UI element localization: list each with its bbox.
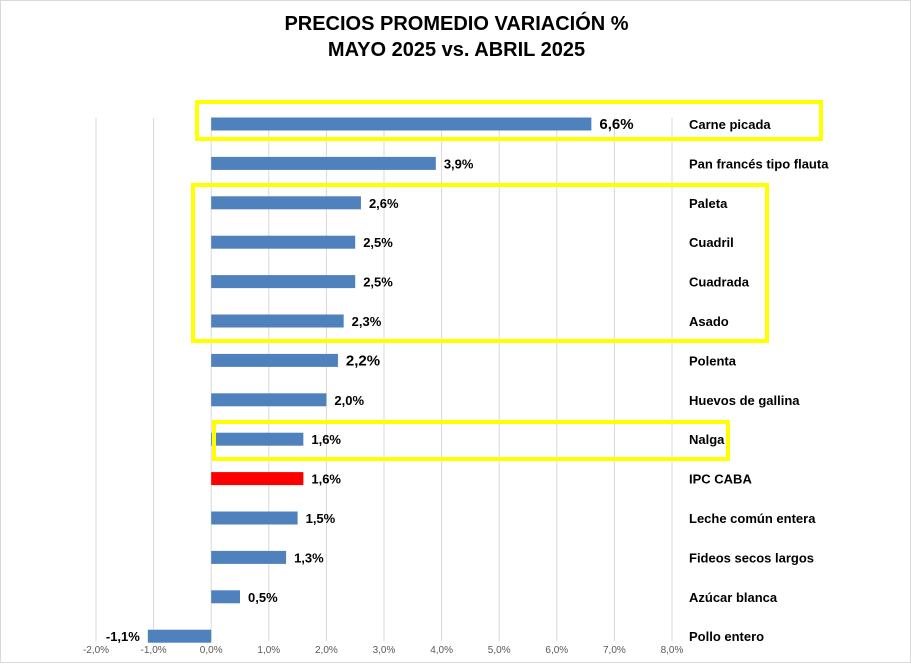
category-label: Leche común entera [689, 511, 816, 526]
data-label: 2,6% [369, 196, 399, 211]
bar [211, 196, 361, 210]
bar [211, 511, 298, 525]
highlight-box [212, 420, 730, 461]
bar [211, 117, 592, 131]
x-tick-label: 0,0% [200, 645, 223, 656]
x-tick-label: 2,0% [315, 645, 338, 656]
x-tick-label: 4,0% [430, 645, 453, 656]
data-label: 0,5% [248, 590, 278, 605]
category-label: Carne picada [689, 117, 771, 132]
x-tick-label: 7,0% [603, 645, 626, 656]
x-tick-label: 8,0% [661, 645, 684, 656]
bar [211, 314, 344, 328]
bar [211, 550, 287, 564]
bar [211, 432, 304, 446]
bar [147, 629, 212, 643]
data-label: 2,3% [352, 314, 382, 329]
category-label: Paleta [689, 196, 728, 211]
category-label: Asado [689, 314, 729, 329]
category-label: Huevos de gallina [689, 393, 800, 408]
x-tick-label: 1,0% [257, 645, 280, 656]
highlight-box [191, 183, 769, 343]
data-label: -1,1% [106, 629, 140, 644]
category-label: Cuadril [689, 235, 734, 250]
chart-title-line-1: PRECIOS PROMEDIO VARIACIÓN % [284, 13, 629, 35]
bar [211, 235, 356, 249]
data-label: 2,2% [346, 352, 380, 369]
category-label: IPC CABA [689, 472, 752, 487]
category-label: Azúcar blanca [689, 590, 778, 605]
x-tick-label: 6,0% [545, 645, 568, 656]
category-label: Polenta [689, 353, 737, 368]
data-label: 3,9% [444, 156, 474, 171]
category-label: Cuadrada [689, 275, 750, 290]
category-label: Nalga [689, 432, 725, 447]
x-tick-label: -1,0% [141, 645, 167, 656]
bar [211, 472, 304, 486]
data-label: 1,6% [311, 472, 341, 487]
bar [211, 590, 240, 604]
category-label: Pollo entero [689, 629, 764, 644]
chart-title-line-2: MAYO 2025 vs. ABRIL 2025 [327, 39, 586, 61]
data-label: 6,6% [599, 116, 633, 133]
data-label: 1,3% [294, 550, 324, 565]
data-label: 2,0% [334, 393, 364, 408]
data-label: 2,5% [363, 235, 393, 250]
x-tick-label: -2,0% [83, 645, 109, 656]
highlight-box [195, 100, 823, 141]
x-tick-label: 3,0% [373, 645, 396, 656]
category-label: Pan francés tipo flauta [689, 156, 829, 171]
bar [211, 353, 338, 367]
data-label: 1,5% [306, 511, 336, 526]
bar [211, 393, 327, 407]
bar [211, 156, 436, 170]
data-label: 1,6% [311, 432, 341, 447]
category-label: Fideos secos largos [689, 550, 814, 565]
bar [211, 275, 356, 289]
data-label: 2,5% [363, 275, 393, 290]
x-tick-label: 5,0% [488, 645, 511, 656]
